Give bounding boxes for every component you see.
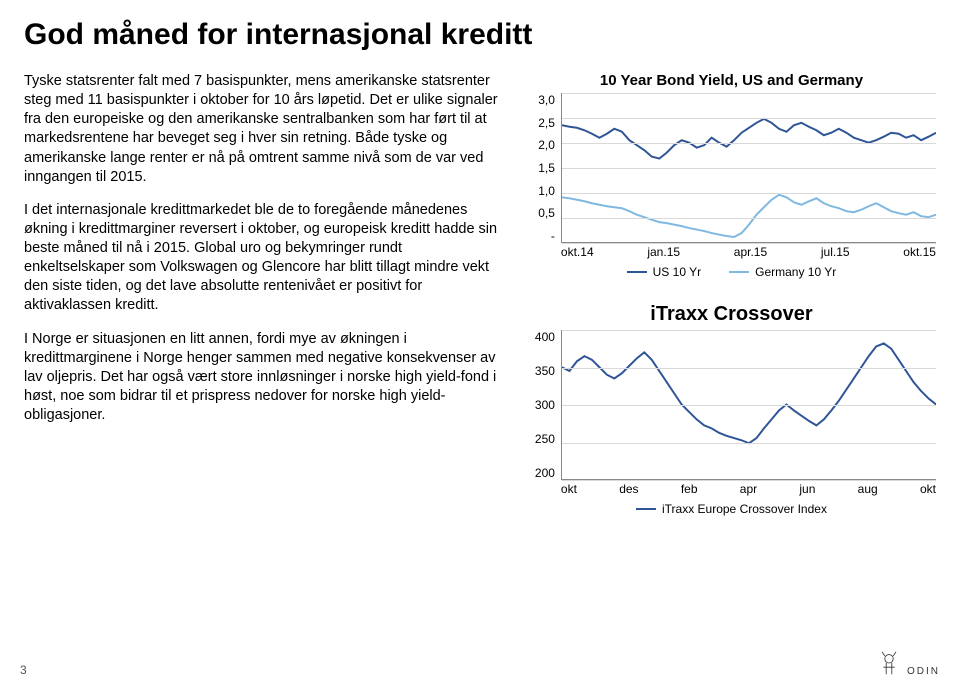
bond-yield-chart: 10 Year Bond Yield, US and Germany 3,0 2,… [527,72,936,279]
ytick: 2,0 [527,138,555,152]
paragraph-3: I Norge er situasjonen en litt annen, fo… [24,330,503,426]
legend-item: US 10 Yr [627,265,701,279]
ytick: 350 [527,364,555,378]
chart1-legend: US 10 Yr Germany 10 Yr [527,265,936,279]
paragraph-1: Tyske statsrenter falt med 7 basispunkte… [24,72,503,187]
chart2-title: iTraxx Crossover [527,303,936,326]
ytick: 3,0 [527,93,555,107]
legend-label: iTraxx Europe Crossover Index [662,502,827,516]
chart2-yaxis: 400 350 300 250 200 [527,330,561,480]
xtick: jul.15 [821,245,850,259]
ytick: 1,0 [527,184,555,198]
xtick: feb [681,482,698,496]
xtick: okt [920,482,936,496]
xtick: aug [858,482,878,496]
ytick: - [527,229,555,243]
ytick: 2,5 [527,116,555,130]
odin-logo: ODIN [875,649,940,677]
xtick: des [619,482,638,496]
ytick: 0,5 [527,206,555,220]
ytick: 300 [527,398,555,412]
itraxx-chart: iTraxx Crossover 400 350 300 250 200 okt des f… [527,303,936,516]
legend-swatch [636,508,656,511]
ytick: 400 [527,330,555,344]
content-layout: Tyske statsrenter falt med 7 basispunkte… [24,72,936,516]
logo-text: ODIN [907,666,940,677]
chart2-plot [561,330,936,480]
paragraph-2: I det internasjonale kredittmarkedet ble… [24,201,503,316]
xtick: apr.15 [734,245,767,259]
charts-column: 10 Year Bond Yield, US and Germany 3,0 2,… [527,72,936,516]
legend-label: US 10 Yr [653,265,701,279]
xtick: okt [561,482,577,496]
ytick: 200 [527,466,555,480]
chart1-yaxis: 3,0 2,5 2,0 1,5 1,0 0,5 - [527,93,561,243]
legend-item: Germany 10 Yr [729,265,836,279]
legend-label: Germany 10 Yr [755,265,836,279]
chart1-title: 10 Year Bond Yield, US and Germany [527,72,936,89]
chart2-legend: iTraxx Europe Crossover Index [527,502,936,516]
legend-item: iTraxx Europe Crossover Index [636,502,827,516]
xtick: jan.15 [647,245,680,259]
viking-icon [875,649,903,677]
xtick: okt.15 [903,245,936,259]
xtick: apr [740,482,757,496]
page-number: 3 [20,663,27,677]
legend-swatch [729,271,749,274]
ytick: 250 [527,432,555,446]
chart1-xaxis: okt.14 jan.15 apr.15 jul.15 okt.15 [561,245,936,259]
body-text: Tyske statsrenter falt med 7 basispunkte… [24,72,503,516]
xtick: okt.14 [561,245,594,259]
legend-swatch [627,271,647,274]
page-title: God måned for internasjonal kreditt [24,18,936,52]
xtick: jun [799,482,815,496]
chart1-plot [561,93,936,243]
ytick: 1,5 [527,161,555,175]
chart2-xaxis: okt des feb apr jun aug okt [561,482,936,496]
